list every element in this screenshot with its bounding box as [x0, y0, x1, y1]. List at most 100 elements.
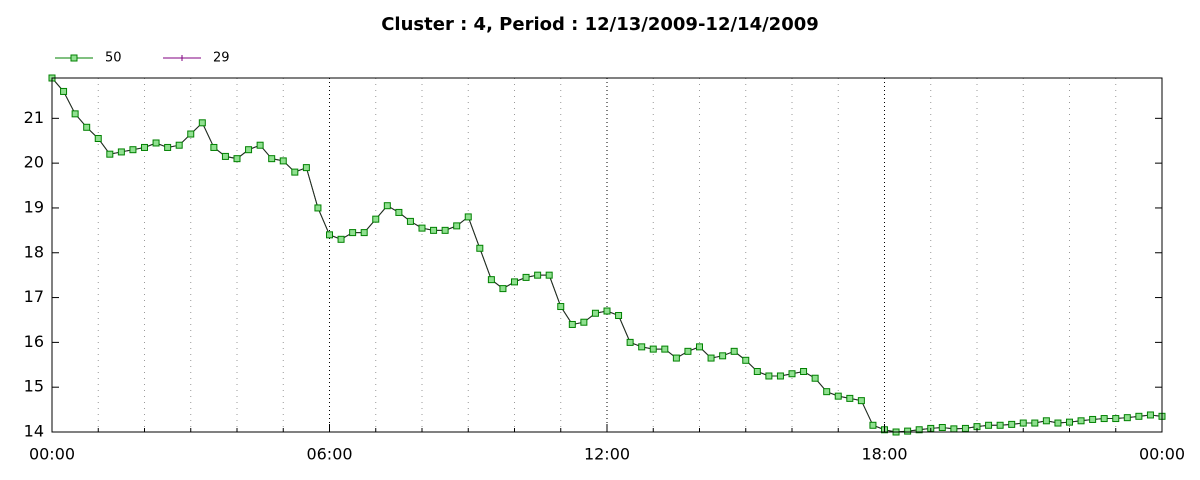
point-marker: [129, 146, 137, 154]
point-marker: [71, 110, 79, 118]
point-marker: [430, 226, 438, 234]
point-marker: [499, 285, 507, 293]
y-tick-label: 21: [24, 108, 44, 127]
point-marker: [834, 392, 842, 400]
point-marker: [164, 143, 172, 151]
point-marker: [811, 374, 819, 382]
point-marker: [696, 343, 703, 351]
point-marker: [857, 397, 865, 405]
point-marker: [406, 217, 414, 225]
point-marker: [337, 235, 345, 243]
point-marker: [707, 354, 715, 362]
point-marker: [117, 148, 125, 156]
point-marker: [915, 426, 923, 434]
point-marker: [152, 139, 160, 147]
point-marker: [256, 141, 264, 149]
legend: 50 29: [55, 51, 230, 66]
point-marker: [268, 155, 276, 163]
point-marker: [753, 368, 761, 376]
point-marker: [349, 229, 357, 237]
point-marker: [626, 338, 634, 346]
point-marker: [60, 87, 68, 95]
point-marker: [1123, 414, 1131, 422]
axes: 00:00 06:00 12:00 18:00 00:00 14 15 16 17 18 19 20 2…: [24, 108, 1185, 464]
point-marker: [372, 215, 380, 223]
point-marker: [233, 155, 241, 163]
point-marker: [996, 421, 1004, 429]
point-marker: [1031, 419, 1039, 427]
point-marker: [545, 271, 553, 279]
x-tick-label: 06:00: [306, 445, 352, 464]
point-marker: [291, 168, 299, 176]
point-marker: [823, 388, 831, 396]
point-marker: [557, 303, 565, 311]
x-tick-label: 00:00: [1139, 445, 1185, 464]
point-marker: [1100, 415, 1108, 423]
point-marker: [221, 152, 229, 160]
point-marker: [869, 421, 877, 429]
point-marker: [326, 231, 333, 239]
point-marker: [1089, 415, 1097, 423]
point-marker: [1019, 419, 1027, 427]
y-tick-label: 18: [24, 242, 44, 261]
point-marker: [788, 370, 796, 378]
y-tick-label: 15: [24, 377, 44, 396]
point-marker: [950, 425, 958, 433]
point-marker: [1146, 411, 1154, 419]
point-marker: [776, 372, 784, 380]
point-marker: [487, 276, 495, 284]
y-tick-label: 17: [24, 287, 44, 306]
point-marker: [94, 134, 102, 142]
point-marker: [1135, 412, 1143, 420]
x-tick-label: 00:00: [29, 445, 75, 464]
point-marker: [742, 356, 750, 364]
point-marker: [672, 354, 680, 362]
legend-label: 50: [105, 51, 122, 66]
legend-label: 29: [213, 51, 230, 66]
point-marker: [464, 213, 472, 221]
point-marker: [904, 427, 912, 435]
point-marker: [1112, 415, 1120, 423]
point-marker: [106, 150, 114, 158]
point-marker: [961, 424, 969, 432]
point-marker: [938, 424, 946, 432]
point-marker: [765, 372, 773, 380]
point-marker: [141, 143, 148, 151]
legend-marker: [179, 55, 185, 61]
point-marker: [730, 347, 738, 355]
y-tick-label: 14: [24, 422, 44, 441]
point-marker: [476, 244, 484, 252]
point-marker: [1066, 418, 1073, 426]
point-marker: [591, 309, 599, 317]
point-marker: [418, 224, 426, 232]
point-marker: [522, 273, 530, 281]
point-marker: [615, 311, 623, 319]
point-marker: [314, 204, 322, 212]
point-marker: [638, 343, 646, 351]
point-marker: [187, 130, 195, 138]
point-marker: [245, 146, 253, 154]
point-marker: [534, 271, 542, 279]
point-marker: [441, 226, 449, 234]
point-marker: [83, 123, 91, 131]
y-tick-label: 19: [24, 197, 44, 216]
point-marker: [1008, 420, 1016, 428]
point-marker: [360, 229, 368, 237]
series-layer: [48, 74, 1166, 436]
point-marker: [1077, 417, 1085, 425]
point-marker: [395, 208, 403, 216]
point-marker: [846, 394, 854, 402]
point-marker: [661, 345, 669, 353]
point-marker: [985, 421, 993, 429]
point-marker: [800, 368, 808, 376]
y-tick-label: 20: [24, 153, 44, 172]
x-tick-label: 18:00: [861, 445, 907, 464]
point-marker: [1042, 417, 1050, 425]
legend-marker: [70, 54, 78, 62]
point-marker: [198, 119, 206, 127]
point-marker: [511, 278, 518, 286]
point-marker: [210, 143, 218, 151]
point-marker: [1054, 419, 1062, 427]
point-marker: [719, 352, 727, 360]
